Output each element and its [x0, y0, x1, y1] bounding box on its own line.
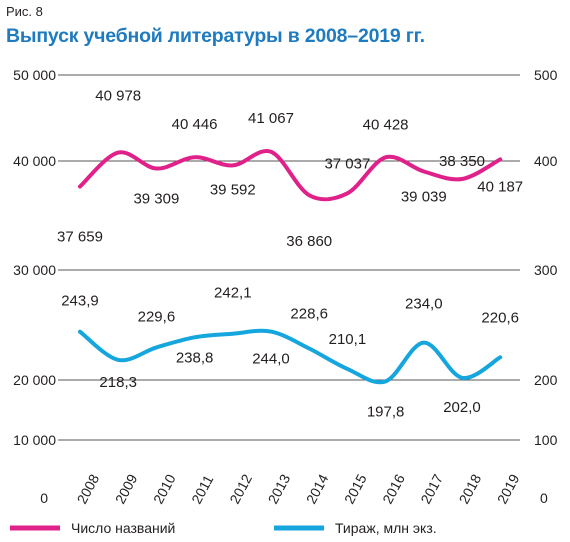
x-axis-tick-label: 2015 [341, 471, 370, 506]
x-axis-tick-label: 2009 [112, 471, 141, 506]
data-label-circulation: 228,6 [290, 306, 328, 323]
left-axis-tick-label: 50 000 [13, 67, 56, 83]
data-label-titles: 40 428 [363, 116, 409, 133]
data-label-titles: 36 860 [286, 233, 332, 250]
right-axis-tick-label: 0 [540, 490, 548, 506]
figure-label: Рис. 8 [6, 4, 43, 19]
data-label-circulation: 220,6 [481, 309, 519, 326]
x-axis-tick-label: 2018 [456, 471, 485, 506]
data-label-circulation: 242,1 [214, 285, 252, 302]
x-axis-tick-label: 2016 [379, 471, 408, 506]
data-label-circulation: 210,1 [329, 331, 367, 348]
data-label-circulation: 238,8 [176, 349, 214, 366]
data-label-circulation: 243,9 [61, 293, 99, 310]
right-axis-tick-label: 200 [534, 372, 558, 388]
data-label-circulation: 197,8 [367, 403, 405, 420]
legend-label-circulation: Тираж, млн экз. [335, 520, 437, 536]
right-axis-tick-label: 500 [534, 67, 558, 83]
left-axis-tick-label: 10 000 [13, 432, 56, 448]
x-axis-tick-label: 2014 [303, 471, 332, 506]
right-axis-tick-label: 300 [534, 262, 558, 278]
data-label-titles: 39 592 [210, 181, 256, 198]
chart-title: Выпуск учебной литературы в 2008–2019 гг… [6, 25, 425, 47]
x-axis-tick-label: 2017 [417, 471, 446, 506]
data-label-circulation: 202,0 [443, 399, 481, 416]
data-label-titles: 40 446 [172, 116, 218, 133]
right-axis-tick-label: 400 [534, 153, 558, 169]
x-axis-tick-label: 2012 [226, 471, 255, 506]
left-axis-tick-label: 20 000 [13, 372, 56, 388]
right-axis-tick-label: 100 [534, 432, 558, 448]
left-axis-tick-label: 0 [40, 490, 48, 506]
data-label-titles: 37 659 [57, 229, 103, 246]
left-axis-tick-label: 30 000 [13, 262, 56, 278]
data-label-titles: 41 067 [248, 110, 294, 127]
data-label-titles: 40 978 [95, 88, 141, 105]
data-label-titles: 37 037 [324, 155, 370, 172]
x-axis-tick-label: 2013 [265, 471, 294, 506]
series-line-titles [78, 148, 503, 202]
left-axis-tick-label: 40 000 [13, 153, 56, 169]
data-label-circulation: 218,3 [99, 374, 137, 391]
data-label-circulation: 244,0 [252, 351, 290, 368]
data-label-titles: 40 187 [477, 178, 523, 195]
data-label-titles: 39 039 [401, 188, 447, 205]
x-axis-tick-label: 2019 [494, 471, 523, 506]
legend-label-titles: Число названий [71, 520, 175, 536]
x-axis-tick-label: 2010 [150, 471, 179, 506]
x-axis-tick-label: 2008 [74, 471, 103, 506]
data-label-circulation: 229,6 [138, 308, 176, 325]
x-axis-tick-label: 2011 [188, 472, 216, 506]
data-label-titles: 39 309 [133, 191, 179, 208]
data-label-circulation: 234,0 [405, 296, 443, 313]
data-label-titles: 38 350 [439, 153, 485, 170]
series-line-circulation [78, 328, 503, 385]
